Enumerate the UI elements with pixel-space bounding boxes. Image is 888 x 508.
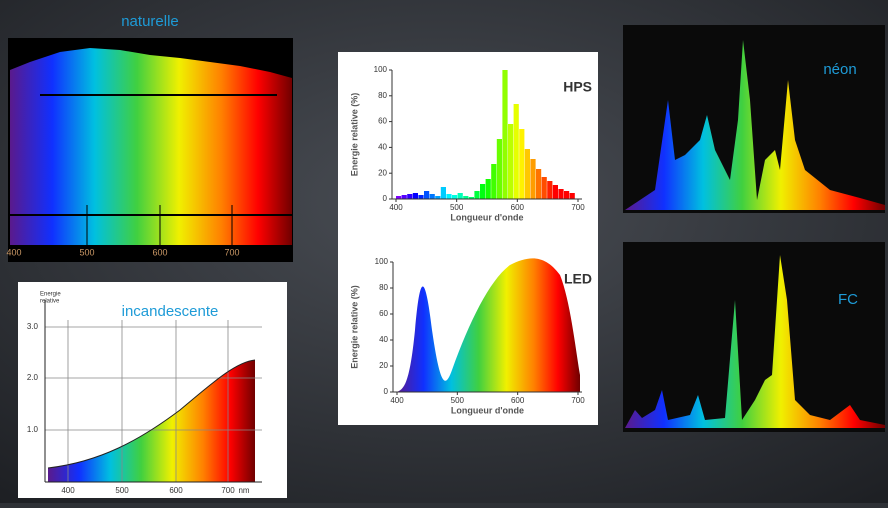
axis-title: Energie relative (%) bbox=[349, 285, 359, 369]
tick-label: 0 bbox=[383, 194, 388, 203]
tick-label: 500 bbox=[115, 486, 129, 495]
spectrum-bar bbox=[441, 187, 446, 199]
tick-label: nm bbox=[238, 486, 249, 495]
spectrum-bar bbox=[508, 124, 513, 199]
tick-label: 0 bbox=[384, 387, 389, 396]
tick-label: 600 bbox=[169, 486, 183, 495]
panel-naturelle: 400 500 600 700 naturelle bbox=[6, 13, 293, 262]
spectrum-bar bbox=[424, 191, 429, 199]
spectrum-bar bbox=[497, 139, 502, 199]
tick-label: 1.0 bbox=[27, 425, 39, 434]
panel-incandescente: Energie relative 3.0 2.0 1.0 400 500 600… bbox=[18, 282, 287, 498]
axis-title: Longueur d'onde bbox=[450, 212, 523, 222]
tick-label: 20 bbox=[379, 361, 388, 370]
tick-label: 60 bbox=[379, 309, 388, 318]
tick-label: 500 bbox=[451, 396, 465, 405]
spectrum-bar bbox=[418, 195, 423, 199]
spectrum-bar bbox=[474, 191, 479, 199]
spectrum-bar bbox=[491, 164, 496, 199]
panel-neon: néon bbox=[623, 25, 885, 213]
spectrum-bar bbox=[407, 194, 412, 199]
tick-label: 700 bbox=[224, 247, 239, 257]
tick-label: 2.0 bbox=[27, 373, 39, 382]
label: incandescente bbox=[122, 303, 219, 320]
tick-label: 500 bbox=[79, 247, 94, 257]
tick-label: 700 bbox=[571, 203, 585, 212]
tick-label: 3.0 bbox=[27, 322, 39, 331]
label: FC bbox=[838, 291, 858, 308]
spectrum-bar bbox=[430, 194, 435, 199]
axis-title: relative bbox=[40, 299, 60, 305]
spectrum-bar bbox=[525, 149, 530, 199]
panel-fc: FC bbox=[623, 242, 885, 432]
tick-label: 40 bbox=[379, 335, 388, 344]
label: naturelle bbox=[121, 13, 179, 30]
spectrum-bar bbox=[502, 70, 507, 199]
tick-label: 100 bbox=[374, 65, 388, 74]
tick-label: 600 bbox=[511, 396, 525, 405]
tick-label: 100 bbox=[375, 257, 389, 266]
spectrum-bar bbox=[558, 189, 563, 199]
tick-label: 500 bbox=[450, 203, 464, 212]
tick-label: 600 bbox=[152, 247, 167, 257]
page: {"panels": { "naturelle": {"label": "nat… bbox=[0, 0, 888, 503]
label: néon bbox=[823, 61, 856, 78]
tick-label: 400 bbox=[6, 247, 21, 257]
slide: 400 500 600 700 naturelle Energie relati… bbox=[0, 0, 888, 503]
spectrum-bar bbox=[519, 129, 524, 199]
spectrum-bar bbox=[514, 104, 519, 199]
tick-label: 400 bbox=[61, 486, 75, 495]
tick-label: 700 bbox=[571, 396, 585, 405]
tick-label: 80 bbox=[379, 283, 388, 292]
label: LED bbox=[564, 271, 592, 287]
spectrum-bar bbox=[402, 195, 407, 199]
spectrum-bar bbox=[542, 177, 547, 199]
spectrum-bar bbox=[452, 195, 457, 199]
tick-label: 40 bbox=[378, 143, 387, 152]
tick-label: 400 bbox=[389, 203, 403, 212]
tick-label: 20 bbox=[378, 168, 387, 177]
spectrum-bar bbox=[570, 193, 575, 199]
spectrum-bar bbox=[458, 193, 463, 199]
spectrum-bar bbox=[486, 179, 491, 199]
spectrum-bar bbox=[446, 194, 451, 199]
axis-title: Longueur d'onde bbox=[451, 405, 524, 415]
tick-label: 80 bbox=[378, 91, 387, 100]
spectrum-bar bbox=[480, 184, 485, 199]
spectrum-bar bbox=[564, 191, 569, 199]
tick-label: 400 bbox=[390, 396, 404, 405]
spectrum-bar bbox=[547, 181, 552, 199]
tick-label: 700 bbox=[221, 486, 235, 495]
spectrum-bar bbox=[413, 193, 418, 199]
tick-label: 60 bbox=[378, 117, 387, 126]
axis-title: Energie relative (%) bbox=[349, 93, 359, 177]
axis-title: Energie bbox=[40, 292, 61, 298]
spectrum-bar bbox=[536, 169, 541, 199]
spectrum-bar bbox=[530, 159, 535, 199]
label: HPS bbox=[563, 79, 592, 95]
spectrum-bar bbox=[553, 185, 558, 199]
tick-label: 600 bbox=[511, 203, 525, 212]
